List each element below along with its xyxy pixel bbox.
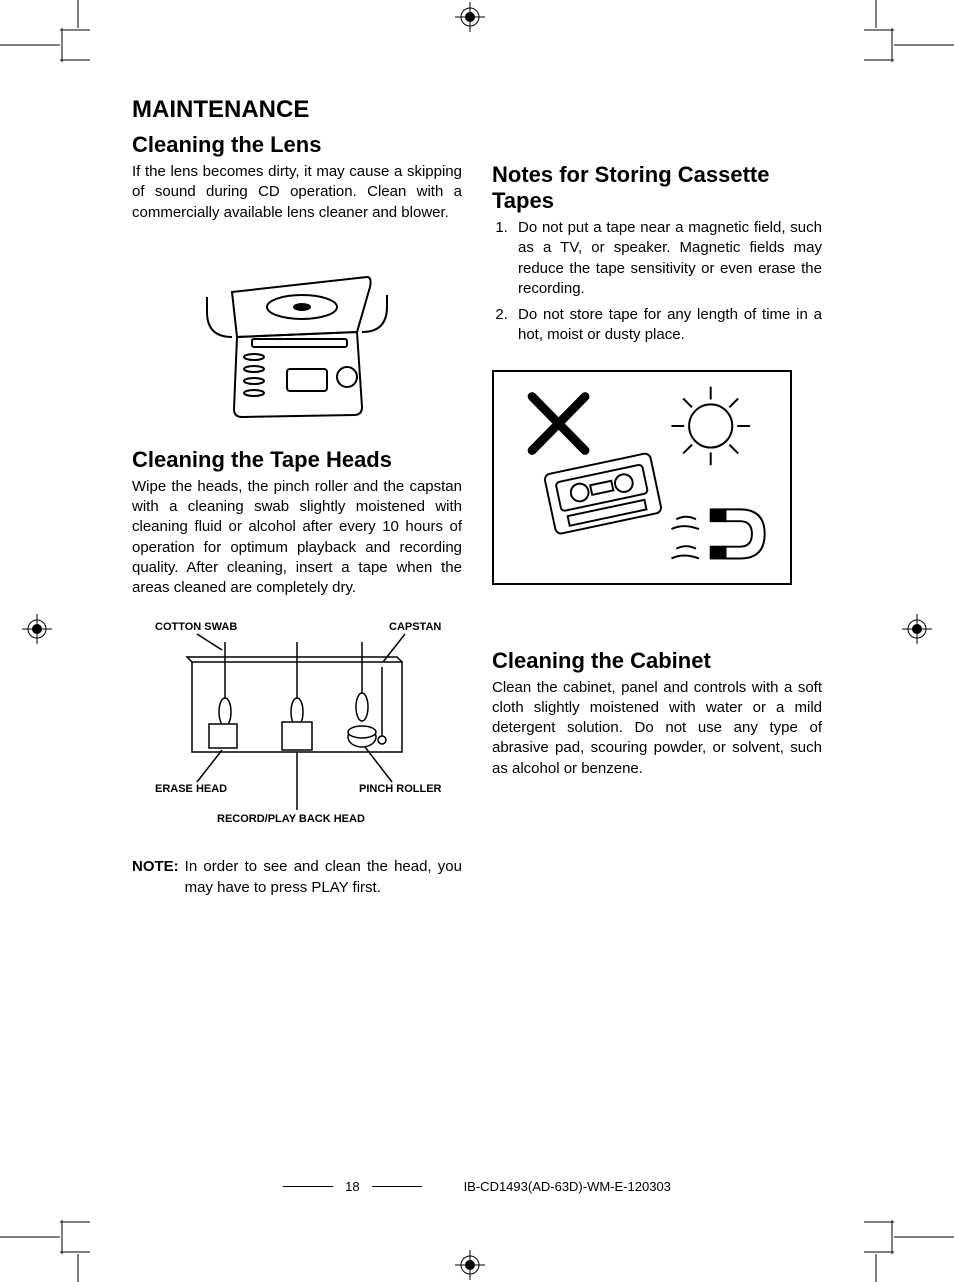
footer: 18 IB-CD1493(AD-63D)-WM-E-120303	[132, 1176, 822, 1196]
reg-mark-top	[455, 2, 485, 32]
cabinet-body: Clean the cabinet, panel and controls wi…	[492, 678, 822, 779]
crop-mark-tl	[0, 0, 90, 70]
lens-body: If the lens becomes dirty, it may cause …	[132, 162, 462, 223]
crop-mark-br	[864, 1212, 954, 1282]
list-item: Do not put a tape near a magnetic field,…	[512, 218, 822, 299]
list-item: Do not store tape for any length of time…	[512, 305, 822, 346]
footer-rule	[283, 1186, 333, 1187]
boombox-figure	[192, 237, 402, 427]
label-erase-head: ERASE HEAD	[155, 783, 227, 795]
tapeheads-heading: Cleaning the Tape Heads	[132, 447, 462, 473]
crop-mark-tr	[864, 0, 954, 70]
note-block: NOTE: In order to see and clean the head…	[132, 857, 462, 898]
storing-heading: Notes for Storing Cassette Tapes	[492, 162, 822, 214]
right-column: Notes for Storing Cassette Tapes Do not …	[492, 132, 822, 898]
reg-mark-bottom	[455, 1250, 485, 1280]
page-number: 18	[345, 1179, 359, 1194]
cabinet-heading: Cleaning the Cabinet	[492, 648, 822, 674]
reg-mark-left	[22, 614, 52, 644]
tapeheads-diagram: COTTON SWAB CAPSTAN ERASE HEAD PINCH ROL…	[137, 612, 457, 837]
storage-figure	[492, 370, 792, 585]
doc-id: IB-CD1493(AD-63D)-WM-E-120303	[464, 1179, 671, 1194]
crop-mark-bl	[0, 1212, 90, 1282]
note-text: In order to see and clean the head, you …	[185, 857, 462, 898]
reg-mark-right	[902, 614, 932, 644]
storing-list: Do not put a tape near a magnetic field,…	[492, 218, 822, 346]
label-capstan: CAPSTAN	[389, 621, 441, 633]
main-heading: MAINTENANCE	[132, 96, 822, 124]
left-column: Cleaning the Lens If the lens becomes di…	[132, 132, 462, 898]
footer-rule	[372, 1186, 422, 1187]
note-label: NOTE:	[132, 857, 179, 898]
label-pinch-roller: PINCH ROLLER	[359, 783, 442, 795]
label-cotton-swab: COTTON SWAB	[155, 621, 237, 633]
label-record-play: RECORD/PLAY BACK HEAD	[217, 813, 365, 825]
lens-heading: Cleaning the Lens	[132, 132, 462, 158]
tapeheads-body: Wipe the heads, the pinch roller and the…	[132, 477, 462, 599]
